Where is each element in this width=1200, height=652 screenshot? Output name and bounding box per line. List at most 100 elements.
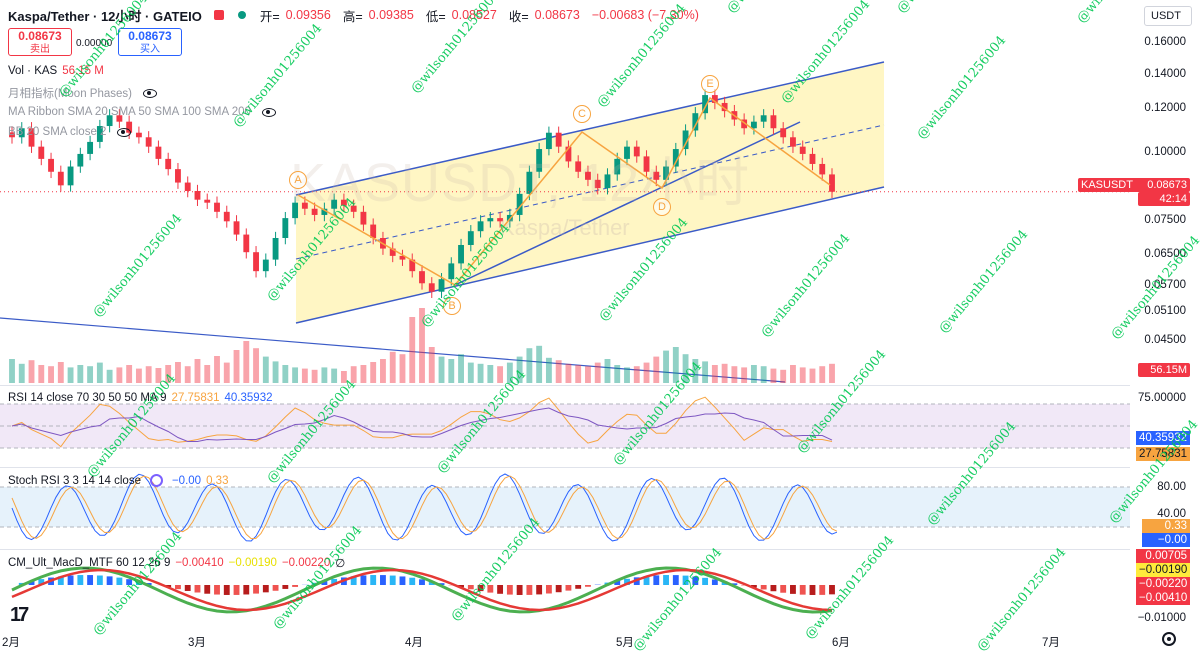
macd-histogram-bar (380, 575, 386, 585)
volume-legend-value: 56.15 M (62, 65, 104, 77)
volume-bar (711, 365, 718, 383)
candle-body (135, 132, 142, 138)
volume-bar (321, 367, 328, 383)
candle-body (809, 153, 816, 164)
volume-bar (57, 362, 64, 383)
stoch-legend-name: Stoch RSI 3 3 14 14 close (8, 474, 141, 487)
macd-histogram-bar (96, 575, 103, 585)
volume-bar (214, 356, 220, 383)
price-tick-label: 0.07500 (1144, 214, 1186, 226)
volume-bar (233, 350, 240, 383)
ma-ribbon-legend[interactable]: MA Ribbon SMA 20 SMA 50 SMA 100 SMA 200 (8, 106, 276, 118)
price-tick-label: 0.05700 (1144, 279, 1186, 291)
tradingview-logo[interactable]: 17 (10, 604, 29, 626)
symbol-title[interactable]: Kaspa/Tether · 12小时 · GATEIO (8, 8, 202, 24)
bb-legend[interactable]: BB 20 SMA close 2 (8, 126, 132, 138)
candle-body (409, 259, 416, 272)
pane-divider[interactable] (0, 467, 1130, 468)
volume-bar (829, 363, 835, 383)
macd-legend[interactable]: CM_Ult_MacD_MTF 60 12 26 9 −0.00410 −0.0… (8, 556, 345, 570)
rsi-legend[interactable]: RSI 14 close 70 30 50 50 MA 9 27.75831 4… (8, 392, 272, 404)
volume-bar (419, 308, 425, 383)
macd-histogram-bar (126, 579, 133, 585)
volume-bar (624, 367, 630, 383)
currency-button[interactable]: USDT (1144, 6, 1192, 26)
candle-body (38, 146, 45, 159)
flag-icon[interactable] (213, 10, 224, 20)
candle-body (790, 137, 796, 147)
support-trendline (454, 121, 801, 286)
macd-histogram-bar (477, 585, 484, 592)
candle-body (360, 211, 367, 225)
macd-histogram-bar (57, 576, 64, 585)
volume-bar (282, 365, 289, 383)
candle-body (682, 130, 689, 150)
macd-histogram-bar (536, 585, 543, 595)
candle-body (565, 146, 572, 162)
pane-divider[interactable] (0, 549, 1130, 550)
open-value: 0.09356 (285, 8, 331, 22)
volume-bar (526, 348, 533, 383)
stoch-legend[interactable]: Stoch RSI 3 3 14 14 close −0.00 0.33 (8, 474, 228, 487)
macd-tick-label: −0.01000 (1137, 612, 1186, 624)
volume-bar (428, 347, 435, 383)
candle-body (116, 115, 123, 122)
eye-hidden-icon[interactable] (117, 127, 132, 137)
candle-body (194, 190, 201, 200)
volume-bar (145, 366, 152, 383)
macd-histogram-bar (663, 575, 669, 585)
macd-histogram-bar (106, 576, 113, 585)
candle-body (555, 132, 562, 147)
macd-histogram-bar (419, 579, 425, 585)
rsi-tick-label: 75.00000 (1138, 392, 1186, 404)
volume-bar (467, 362, 474, 383)
macd-legend-name: CM_Ult_MacD_MTF 60 12 26 9 (8, 557, 171, 569)
macd-histogram-bar (282, 585, 289, 589)
pane-divider[interactable] (0, 385, 1130, 386)
price-tick-label: 0.04500 (1144, 334, 1186, 346)
macd-histogram-bar (682, 575, 689, 585)
volume-bar (545, 357, 552, 383)
candle-body (604, 174, 611, 189)
volume-bar (682, 354, 689, 383)
macd-histogram-bar (750, 585, 757, 588)
bar-countdown: 42:14 (1138, 192, 1190, 206)
volume-bar (780, 369, 787, 383)
candle-body (292, 202, 299, 219)
candle-body (311, 208, 318, 215)
volume-bar (9, 359, 15, 383)
gear-icon[interactable] (1162, 632, 1176, 646)
volume-bar (575, 365, 582, 383)
volume-bar (409, 317, 416, 383)
macd-histogram-bar (223, 585, 230, 595)
moon-legend[interactable]: 月相指标(Moon Phases) (8, 85, 157, 101)
macd-histogram-bar (184, 585, 191, 591)
buy-button[interactable]: 0.08673 买入 (118, 28, 182, 56)
time-tick-label: 2月 (2, 637, 20, 649)
macd-signal-line (11, 568, 833, 612)
volume-legend[interactable]: Vol · KAS 56.15 M (8, 65, 104, 77)
macd-histogram-bar (399, 576, 406, 585)
candle-body (594, 179, 601, 189)
channel-mid-line (295, 124, 885, 260)
eye-hidden-icon[interactable] (142, 88, 157, 98)
eye-hidden-icon[interactable] (261, 107, 276, 117)
wave-point-d: D (653, 198, 671, 216)
volume-bar (702, 361, 709, 383)
volume-bar (389, 351, 396, 383)
rsi-value-1: 27.75831 (171, 392, 220, 404)
candle-body (477, 221, 484, 232)
sell-button[interactable]: 0.08673 卖出 (8, 28, 72, 56)
volume-bar (262, 356, 269, 383)
volume-bar (243, 341, 250, 383)
price-tick-label: 0.16000 (1144, 36, 1186, 48)
macd-histogram-bar (87, 575, 94, 585)
volume-bar (497, 366, 504, 383)
volume-bar (692, 359, 699, 383)
volume-bar (204, 365, 211, 383)
last-price-tag: KASUSDT 0.08673 (1078, 178, 1190, 192)
indicator-source-icon[interactable] (149, 474, 163, 487)
macd-histogram-bar (545, 585, 552, 594)
